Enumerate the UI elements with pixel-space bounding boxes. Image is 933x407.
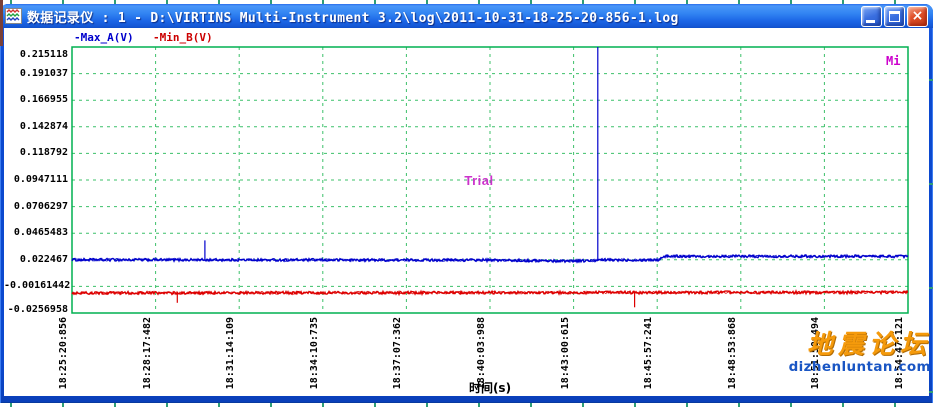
y-tick-label: 0.0706297 [13,201,68,212]
ruler-tick [634,403,636,407]
chart-legend: -Max_A(V) -Min_B(V) [4,31,929,45]
ruler-tick [62,403,64,407]
window-titlebar[interactable]: 数据记录仪 : 1 - D:\VIRTINS Multi-Instrument … [0,4,933,28]
y-tick-label: -0.0256958 [7,304,68,315]
minimize-icon [866,19,875,23]
y-tick-label: 0.215118 [19,49,68,60]
ruler-tick [790,403,792,407]
legend-min-b: -Min_B(V) [153,31,213,44]
ruler-tick [894,403,896,407]
mi-logo: Mi [886,54,901,68]
ruler-tick [530,403,532,407]
trial-watermark: Trial [464,173,494,188]
ruler-tick [374,403,376,407]
ruler-tick [426,403,428,407]
close-button[interactable]: × [907,5,928,27]
ruler-tick [10,403,12,407]
page-edge-artifact [0,0,3,46]
legend-max-a: -Max_A(V) [74,31,134,44]
ruler-tick [738,403,740,407]
y-tick-label: 0.0947111 [13,174,68,185]
x-axis-title: 时间(s) [468,381,512,395]
maximize-button[interactable] [884,5,905,27]
ruler-tick [166,403,168,407]
ruler-tick [582,403,584,407]
y-tick-label: 0.0465483 [13,227,68,238]
y-tick-label: 0.142874 [19,121,68,132]
y-tick-label: 0.191037 [19,68,68,79]
ruler-tick [218,403,220,407]
app-icon [5,8,22,24]
data-logger-window: 数据记录仪 : 1 - D:\VIRTINS Multi-Instrument … [0,4,933,403]
maximize-icon [889,10,900,22]
ruler-tick [686,403,688,407]
ruler-tick [478,403,480,407]
ruler-tick [322,403,324,407]
ruler-tick [270,403,272,407]
chart-client-area: -Max_A(V) -Min_B(V) 0.215118 0.191037 0.16… [4,28,929,396]
y-tick-label: 0.166955 [19,94,68,105]
y-tick-label: 0.022467 [19,254,68,265]
x-tick-label: 18:25:20:856 [58,317,69,390]
close-icon: × [911,8,924,24]
minimize-button[interactable] [861,5,882,27]
ruler-tick [842,403,844,407]
ruler-tick [114,403,116,407]
window-title: 数据记录仪 : 1 - D:\VIRTINS Multi-Instrument … [27,10,679,26]
y-tick-label: 0.118792 [19,147,68,158]
window-controls: × [861,5,928,27]
chart-plot-area[interactable] [4,28,929,396]
y-tick-label: -0.00161442 [4,280,71,291]
